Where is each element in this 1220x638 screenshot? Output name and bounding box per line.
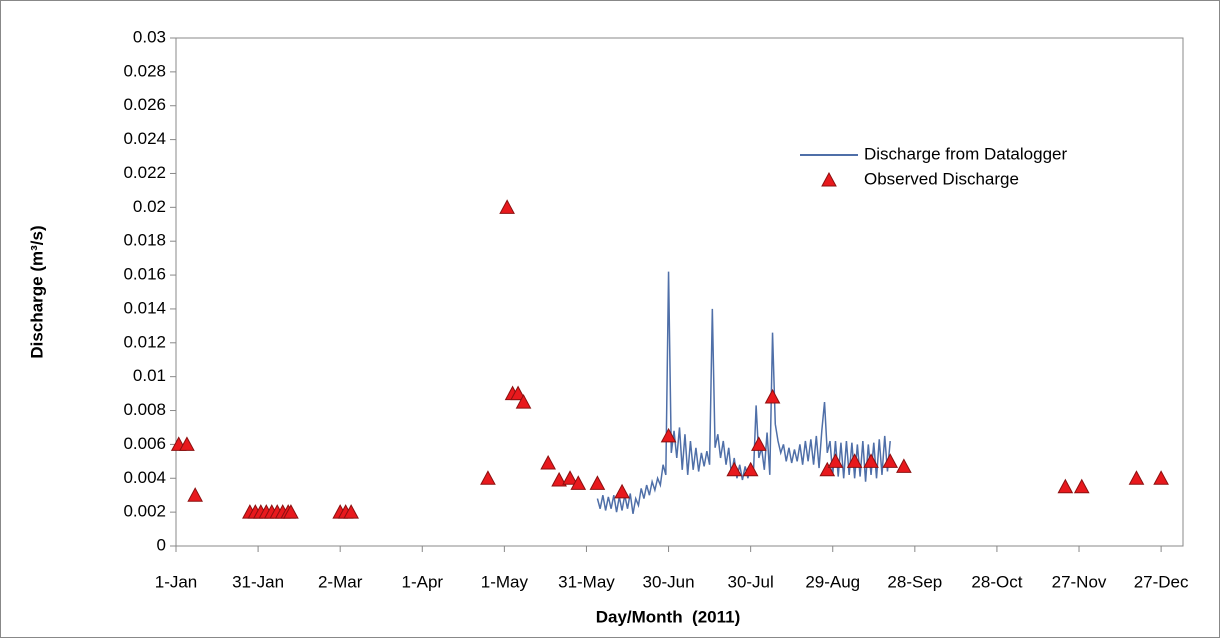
observed-point bbox=[827, 453, 844, 468]
x-tick-label: 28-Sep bbox=[887, 572, 942, 591]
plot-area bbox=[175, 37, 1184, 547]
y-tick-label: 0.004 bbox=[123, 468, 166, 487]
x-tick-label: 30-Jun bbox=[643, 572, 695, 591]
x-tick-label: 1-May bbox=[481, 572, 529, 591]
y-tick-label: 0.03 bbox=[133, 27, 166, 46]
y-tick-label: 0.002 bbox=[123, 502, 166, 521]
observed-point bbox=[540, 454, 556, 470]
observed-point bbox=[726, 461, 743, 477]
observed-point bbox=[846, 453, 863, 468]
observed-point bbox=[499, 199, 515, 214]
y-tick-label: 0.006 bbox=[123, 434, 166, 453]
observed-point bbox=[660, 427, 677, 443]
x-tick-label: 27-Nov bbox=[1052, 572, 1107, 591]
observed-point bbox=[343, 504, 359, 519]
observed-point bbox=[1153, 470, 1169, 485]
observed-point bbox=[882, 453, 899, 468]
y-axis-title: Discharge (m³/s) bbox=[27, 225, 46, 358]
x-tick-label: 28-Oct bbox=[971, 572, 1022, 591]
y-tick-label: 0.012 bbox=[123, 332, 166, 351]
legend-label: Observed Discharge bbox=[864, 169, 1019, 188]
observed-point bbox=[751, 436, 767, 451]
y-tick-label: 0.02 bbox=[133, 197, 166, 216]
x-tick-label: 29-Aug bbox=[805, 572, 860, 591]
y-tick-label: 0.022 bbox=[123, 163, 166, 182]
x-tick-label: 2-Mar bbox=[318, 572, 363, 591]
y-tick-label: 0.016 bbox=[123, 265, 166, 284]
observed-point bbox=[510, 385, 526, 401]
y-tick-label: 0.008 bbox=[123, 400, 166, 419]
x-tick-label: 1-Apr bbox=[401, 572, 443, 591]
observed-point bbox=[764, 388, 781, 404]
legend-marker bbox=[821, 171, 837, 187]
y-tick-label: 0.028 bbox=[123, 61, 166, 80]
y-tick-label: 0.01 bbox=[133, 366, 166, 385]
observed-point bbox=[614, 483, 630, 499]
observed-point bbox=[515, 394, 532, 409]
observed-point bbox=[589, 475, 606, 490]
y-tick-label: 0.026 bbox=[123, 95, 166, 114]
x-axis-title: Day/Month (2011) bbox=[596, 607, 741, 626]
observed-point bbox=[562, 470, 578, 485]
observed-point bbox=[480, 470, 496, 485]
observed-point bbox=[863, 453, 879, 468]
observed-point bbox=[1073, 478, 1090, 494]
x-tick-label: 27-Dec bbox=[1134, 572, 1189, 591]
observed-point bbox=[1128, 470, 1145, 485]
observed-point bbox=[187, 487, 203, 502]
observed-point bbox=[742, 461, 759, 477]
observed-point bbox=[283, 504, 299, 519]
observed-point bbox=[1057, 478, 1074, 494]
observed-point bbox=[896, 458, 912, 473]
y-tick-label: 0.018 bbox=[123, 231, 166, 250]
observed-point bbox=[819, 461, 836, 477]
x-tick-label: 30-Jul bbox=[727, 572, 773, 591]
y-tick-label: 0.024 bbox=[123, 129, 166, 148]
y-tick-label: 0 bbox=[157, 535, 166, 554]
legend-label: Discharge from Datalogger bbox=[864, 144, 1067, 163]
x-tick-label: 31-May bbox=[558, 572, 615, 591]
y-tick-label: 0.014 bbox=[123, 298, 166, 317]
observed-point bbox=[551, 471, 567, 487]
x-tick-label: 31-Jan bbox=[232, 572, 284, 591]
x-tick-label: 1-Jan bbox=[155, 572, 198, 591]
observed-point bbox=[179, 436, 195, 451]
discharge-line bbox=[596, 271, 891, 514]
observed-point bbox=[570, 475, 587, 490]
